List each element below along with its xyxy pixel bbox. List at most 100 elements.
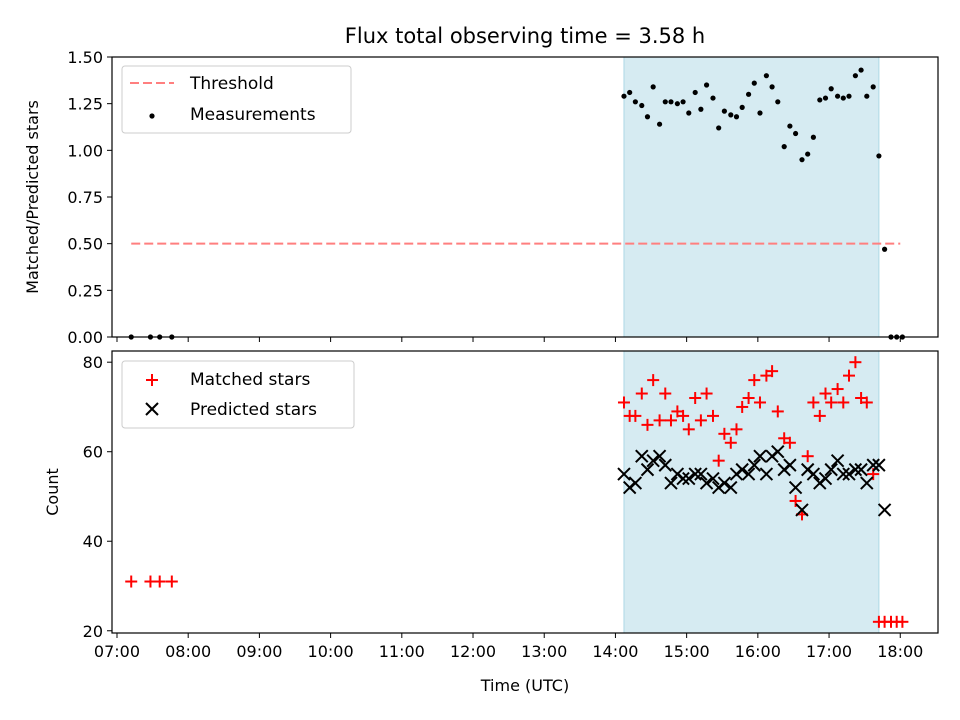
predicted-star-point bbox=[753, 449, 767, 463]
matched-star-point bbox=[842, 369, 855, 382]
matched-star-point bbox=[753, 396, 766, 409]
predicted-star-point bbox=[735, 462, 749, 477]
top-y-tick-label: 1.25 bbox=[67, 95, 103, 114]
top-y-tick-label: 1.50 bbox=[67, 48, 103, 67]
measurement-point bbox=[686, 110, 692, 116]
predicted-star-point bbox=[759, 467, 774, 481]
predicted-star-point bbox=[830, 453, 845, 468]
matched-star-point bbox=[736, 400, 749, 413]
matched-star-point bbox=[682, 423, 695, 436]
x-tick-label: 07:00 bbox=[94, 642, 140, 661]
top-y-tick-label: 0.50 bbox=[67, 235, 103, 254]
measurement-point bbox=[846, 93, 852, 99]
measurement-point bbox=[662, 99, 668, 105]
matched-star-point bbox=[677, 409, 690, 422]
matched-star-point bbox=[712, 454, 725, 467]
predicted-star-point bbox=[688, 467, 702, 481]
predicted-star-point bbox=[860, 476, 874, 490]
measurement-point bbox=[805, 151, 811, 157]
x-tick-label: 14:00 bbox=[592, 642, 638, 661]
measurement-point bbox=[692, 89, 698, 96]
matched-star-point bbox=[664, 414, 677, 427]
matched-star-point bbox=[635, 387, 648, 400]
measurement-point bbox=[668, 99, 674, 105]
legend-matched-label: Matched stars bbox=[190, 370, 310, 390]
predicted-star-point bbox=[818, 471, 833, 486]
predicted-star-point bbox=[706, 471, 720, 486]
top-y-tick-label: 1.00 bbox=[67, 141, 103, 160]
predicted-star-point bbox=[676, 471, 690, 486]
bottom-legend: Matched stars Predicted stars bbox=[121, 360, 355, 429]
measurement-point bbox=[822, 95, 829, 101]
measurement-point bbox=[745, 91, 752, 97]
top-y-tick-label: 0.75 bbox=[67, 188, 103, 207]
legend-predicted-marker bbox=[145, 402, 159, 416]
matched-star-point bbox=[831, 383, 844, 396]
matched-star-point bbox=[706, 409, 719, 422]
bot-y-tick-label: 20 bbox=[83, 622, 103, 641]
measurement-point bbox=[627, 89, 633, 96]
x-tick-label: 08:00 bbox=[165, 642, 211, 661]
matched-star-point bbox=[860, 396, 873, 409]
predicted-star-point bbox=[694, 467, 708, 481]
predicted-star-point bbox=[866, 458, 880, 472]
matched-star-point bbox=[819, 387, 832, 400]
bottom-panel: 20 40 60 80 07:00 08:00 09:00 10:00 11:00 12:00 1… bbox=[43, 350, 939, 695]
x-tick-label: 11:00 bbox=[379, 642, 425, 661]
predicted-star-point bbox=[806, 467, 821, 481]
legend-matched-marker bbox=[146, 374, 158, 386]
measurement-point bbox=[656, 121, 663, 127]
matched-star-point bbox=[718, 427, 731, 440]
matched-star-point bbox=[724, 436, 737, 449]
predicted-star-point bbox=[664, 476, 678, 490]
predicted-star-point bbox=[652, 449, 667, 463]
matched-star-point bbox=[766, 365, 779, 378]
x-tick-label: 18:00 bbox=[877, 642, 923, 661]
predicted-star-point bbox=[724, 480, 738, 495]
measurement-point bbox=[792, 130, 799, 137]
bot-y-tick-label: 40 bbox=[83, 532, 103, 551]
measurement-point bbox=[840, 95, 846, 101]
x-tick-label: 13:00 bbox=[521, 642, 567, 661]
bottom-legend-box bbox=[121, 360, 355, 429]
measurement-point bbox=[739, 104, 745, 110]
legend-predicted-label: Predicted stars bbox=[190, 400, 317, 420]
measurement-point bbox=[621, 93, 627, 99]
predicted-star-point bbox=[635, 449, 649, 463]
predicted-star-point bbox=[795, 503, 809, 517]
measurement-point bbox=[751, 80, 757, 86]
matched-star-point bbox=[783, 436, 796, 449]
matched-star-point bbox=[641, 418, 654, 431]
series-predicted-stars bbox=[617, 445, 892, 517]
predicted-star-point bbox=[824, 462, 838, 477]
top-y-tick-label: 0.25 bbox=[67, 281, 103, 300]
measurement-point bbox=[644, 114, 651, 120]
x-tick-label: 10:00 bbox=[308, 642, 354, 661]
measurement-point bbox=[703, 82, 710, 88]
measurement-point bbox=[876, 153, 882, 159]
predicted-star-point bbox=[877, 503, 892, 517]
x-tick-label: 16:00 bbox=[735, 642, 781, 661]
predicted-star-point bbox=[741, 467, 756, 481]
matched-star-point bbox=[825, 396, 838, 409]
x-axis-label: Time (UTC) bbox=[480, 676, 569, 695]
matched-star-point bbox=[771, 405, 784, 418]
x-tick-label: 09:00 bbox=[236, 642, 282, 661]
measurement-point bbox=[852, 73, 859, 79]
measurement-point bbox=[799, 157, 805, 163]
matched-star-point bbox=[849, 356, 862, 369]
predicted-star-point bbox=[617, 467, 631, 481]
measurement-point bbox=[650, 84, 656, 90]
measurement-point bbox=[757, 110, 763, 116]
bot-y-tick-label: 80 bbox=[83, 353, 103, 372]
x-tick-label: 15:00 bbox=[664, 642, 710, 661]
legend-threshold-label: Threshold bbox=[189, 74, 274, 94]
matched-star-point bbox=[896, 615, 909, 628]
predicted-star-point bbox=[842, 467, 856, 481]
measurement-point bbox=[769, 84, 775, 90]
measurement-point bbox=[721, 108, 727, 114]
measurement-point bbox=[858, 67, 864, 73]
matched-star-point bbox=[694, 414, 707, 427]
top-legend: Threshold Measurements bbox=[121, 65, 352, 134]
chart-title: Flux total observing time = 3.58 h bbox=[345, 24, 705, 48]
